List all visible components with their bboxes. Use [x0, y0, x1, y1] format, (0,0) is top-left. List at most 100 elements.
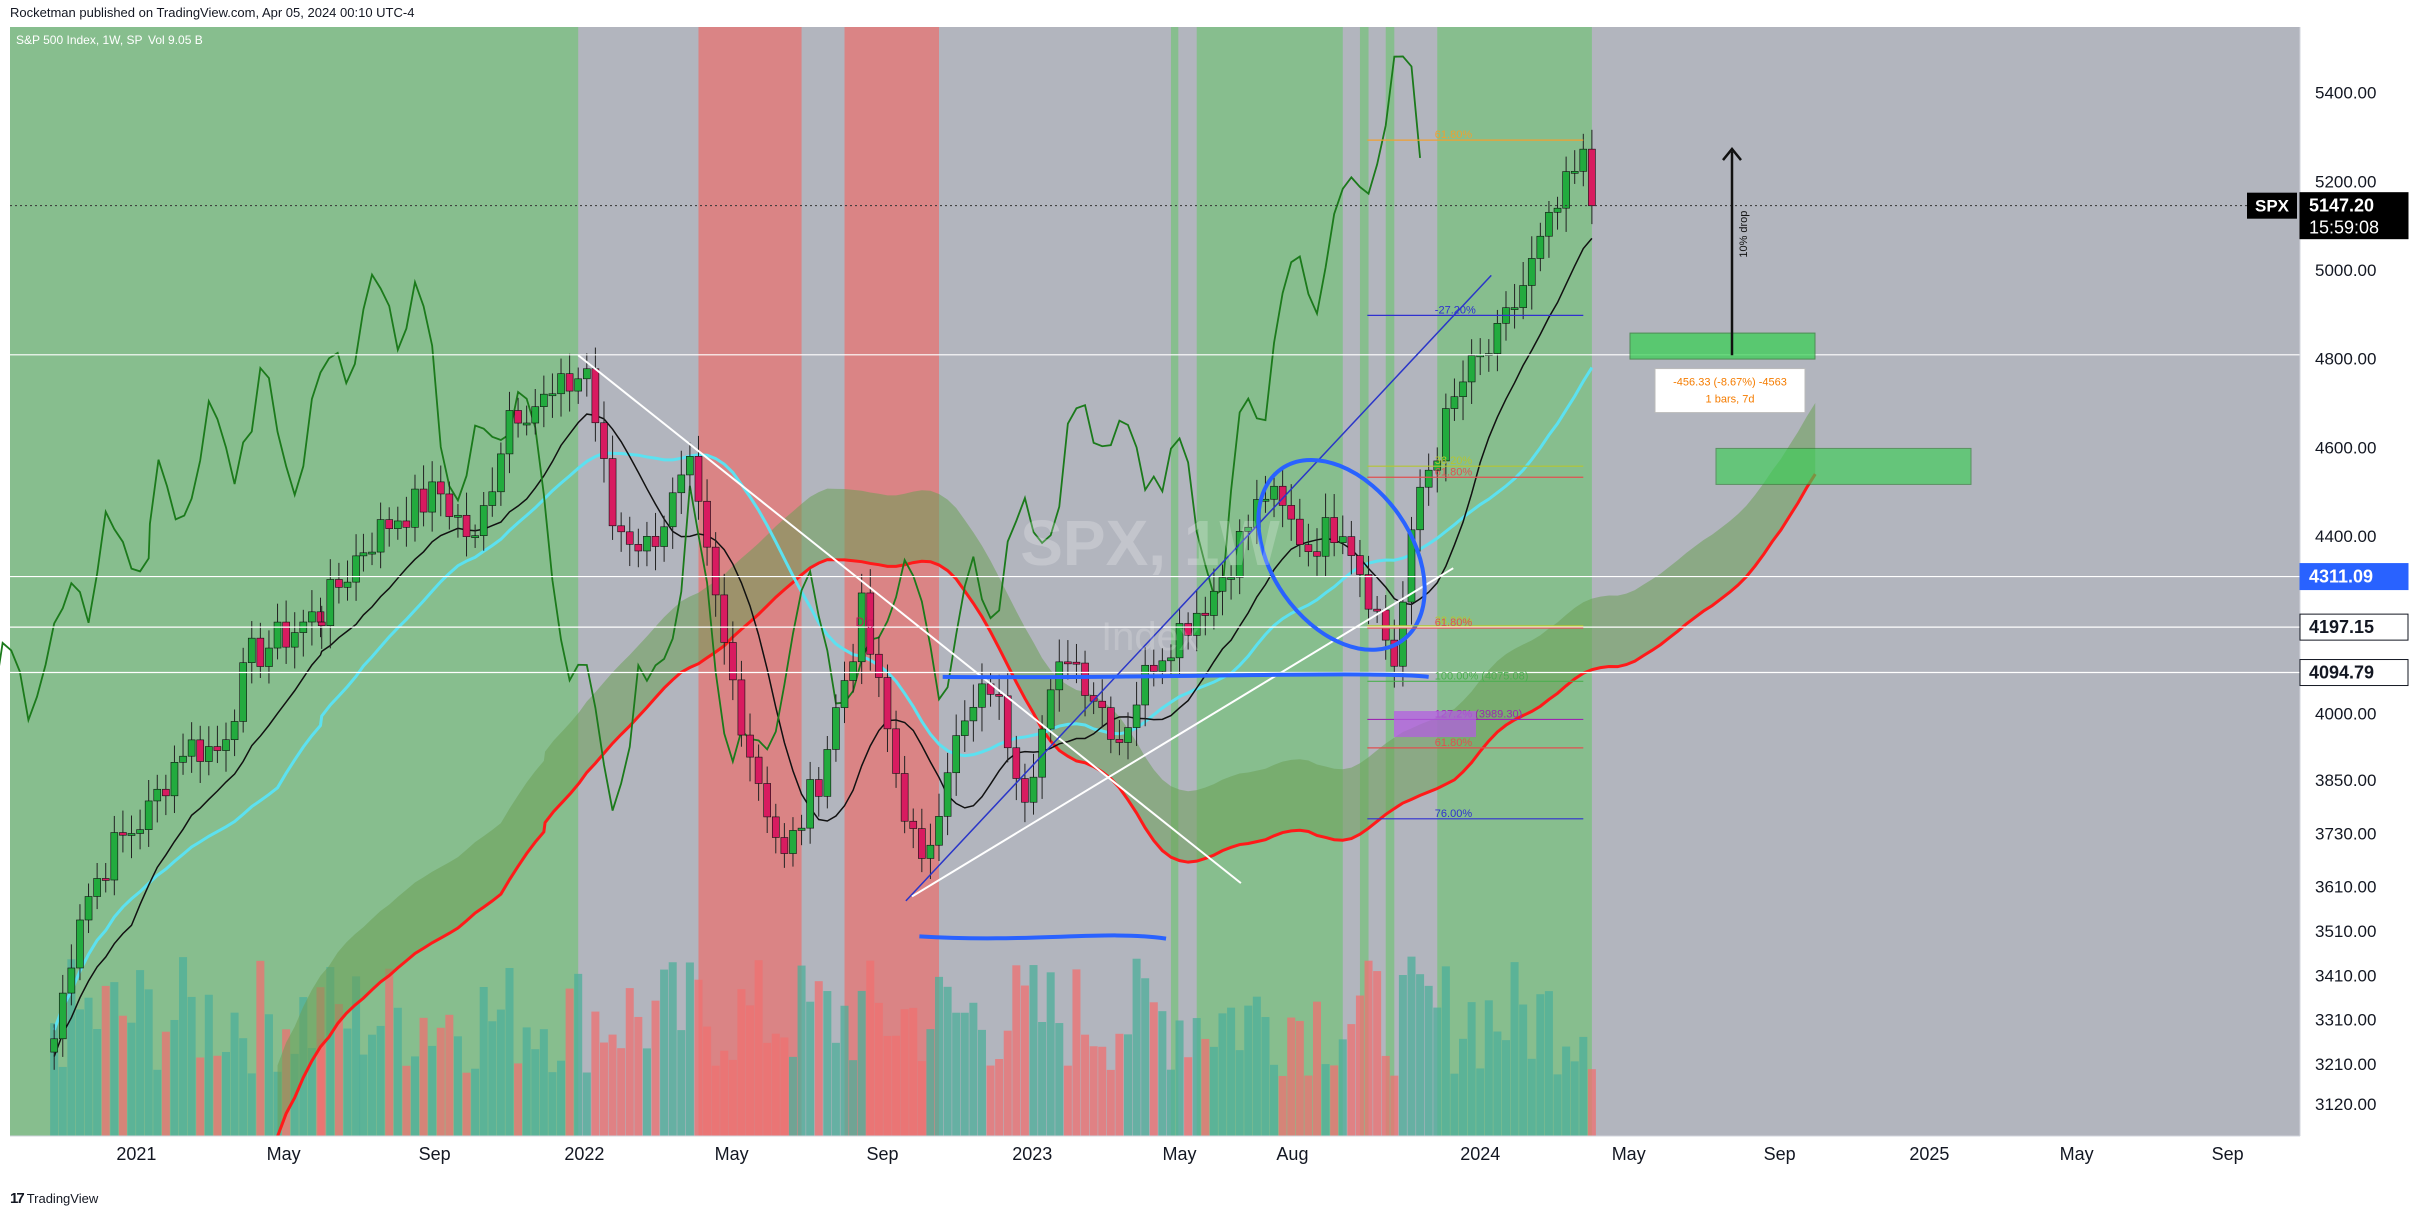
volume-bar: [1355, 995, 1364, 1136]
candle: [789, 830, 797, 854]
candle: [1278, 485, 1287, 506]
volume-bar: [617, 1048, 626, 1136]
volume-bar: [754, 960, 763, 1136]
candle: [256, 637, 265, 667]
time-scale: [10, 1136, 2300, 1178]
candle: [866, 592, 875, 655]
volume-bar: [1519, 1004, 1528, 1136]
volume-bar: [574, 973, 583, 1136]
candle: [548, 393, 557, 397]
candle: [1424, 469, 1433, 488]
volume-bar: [1063, 1065, 1072, 1136]
volume-bar: [496, 1009, 505, 1136]
volume-bar: [814, 981, 823, 1136]
volume-bar: [1089, 1046, 1098, 1136]
candle: [780, 837, 789, 854]
volume-bar: [874, 1002, 883, 1136]
candle: [1158, 660, 1167, 672]
session-band: [1385, 27, 1395, 1136]
candle: [1210, 590, 1218, 616]
candle: [960, 720, 969, 736]
fib-level-label: 100.00% (4075.08): [1435, 670, 1529, 682]
candle: [1373, 608, 1381, 612]
volume-bar: [359, 1054, 368, 1136]
y-tick-label: 3410.00: [2315, 966, 2376, 985]
volume-bar: [591, 1011, 600, 1136]
y-tick-label: 5400.00: [2315, 84, 2376, 103]
volume-bar: [514, 1063, 523, 1136]
brand-name[interactable]: TradingView: [26, 1191, 99, 1206]
volume-bar: [170, 1019, 179, 1136]
y-tick-label: 4600.00: [2315, 438, 2376, 457]
candle: [703, 500, 711, 548]
candle: [402, 520, 411, 528]
volume-bar: [737, 989, 746, 1136]
candle: [462, 514, 471, 537]
candle: [1081, 662, 1089, 696]
candle: [317, 621, 326, 627]
candle: [531, 406, 540, 424]
volume-bar: [625, 988, 634, 1136]
candle: [617, 525, 625, 533]
candle: [101, 878, 110, 881]
candle: [823, 749, 832, 797]
volume-bar: [788, 1056, 797, 1136]
volume-bar: [1373, 971, 1382, 1136]
candle: [454, 514, 462, 518]
measure-box: [1654, 368, 1806, 414]
candle: [1416, 486, 1424, 531]
candle: [368, 551, 376, 555]
volume-bar: [1227, 1007, 1236, 1136]
volume-bar: [926, 1029, 935, 1136]
volume-bar: [488, 1021, 497, 1136]
candle: [352, 555, 360, 583]
volume-bar: [428, 1045, 437, 1136]
candle: [608, 458, 617, 527]
candle: [1338, 536, 1347, 544]
volume-bar: [1124, 1034, 1133, 1136]
volume-bar: [1304, 1075, 1313, 1136]
candle: [943, 772, 952, 817]
volume-bar: [831, 1042, 840, 1136]
candle: [892, 728, 900, 774]
volume-bar: [857, 990, 866, 1136]
candle: [806, 779, 814, 829]
session-band: [1359, 27, 1369, 1136]
x-tick-label: 2024: [1460, 1144, 1500, 1164]
candle: [1287, 505, 1296, 520]
candle: [1115, 739, 1124, 743]
volume-bar: [1149, 1002, 1158, 1136]
candle: [1235, 531, 1244, 578]
volume-bar: [1450, 1073, 1459, 1136]
measure-line-1: -456.33 (-8.67%) -4563: [1673, 377, 1787, 389]
x-tick-label: May: [1612, 1144, 1646, 1164]
candle: [205, 746, 213, 762]
candle: [643, 536, 651, 552]
volume-bar: [505, 967, 514, 1136]
fib-level-label: 76.00%: [1435, 808, 1473, 820]
volume-bar: [1201, 1038, 1210, 1136]
candle: [651, 536, 660, 547]
volume-bar: [1098, 1046, 1107, 1136]
candle: [522, 422, 531, 426]
volume-bar: [264, 1014, 273, 1136]
y-tick-label: 3610.00: [2315, 878, 2376, 897]
volume-bar: [539, 1029, 548, 1136]
candle: [326, 579, 335, 627]
volume-bar: [436, 1027, 445, 1136]
candle: [1442, 408, 1450, 462]
candle: [1218, 577, 1227, 592]
volume-bar: [343, 1028, 352, 1136]
volume-bar: [1501, 1040, 1510, 1136]
volume-bar: [917, 1061, 926, 1136]
volume-bar: [1398, 975, 1407, 1136]
x-tick-label: 2021: [116, 1144, 156, 1164]
volume-bar: [1218, 1013, 1227, 1136]
candle: [84, 896, 93, 921]
drop-arrow-head: [1722, 147, 1742, 161]
candle: [1553, 207, 1562, 213]
candle: [814, 779, 823, 797]
volume-bar: [660, 969, 669, 1136]
candle: [127, 833, 136, 836]
